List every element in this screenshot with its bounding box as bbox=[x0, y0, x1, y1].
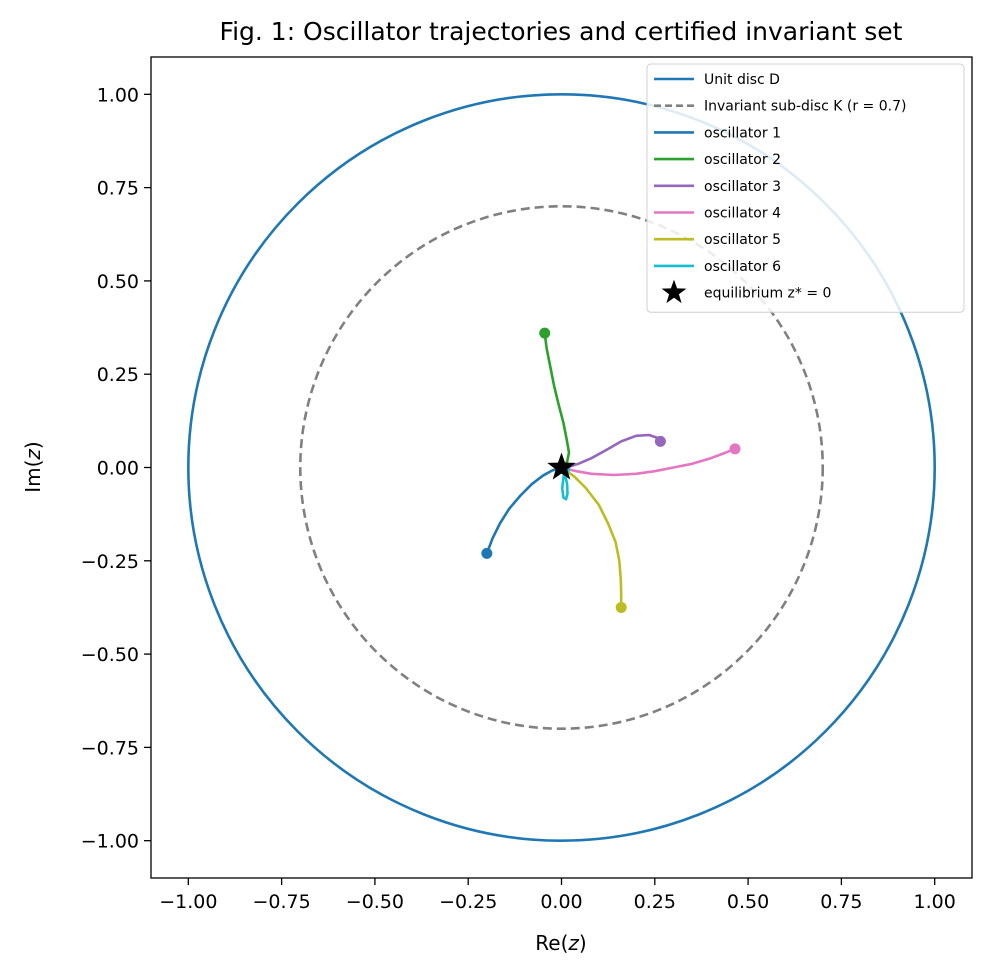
legend-unit-disc-item: Unit disc D bbox=[654, 72, 780, 88]
oscillator-1-start-point bbox=[481, 547, 493, 559]
y-axis-label: Im(z) bbox=[21, 441, 45, 493]
x-axis-label: Re(z) bbox=[535, 931, 586, 955]
oscillator-3-trajectory bbox=[560, 433, 662, 469]
x-tick-label: 0.50 bbox=[727, 891, 769, 913]
legend-oscillator-2-label: oscillator 2 bbox=[704, 152, 781, 168]
x-tick-label: 0.25 bbox=[634, 891, 676, 913]
oscillator-2-trajectory bbox=[543, 331, 571, 469]
legend-oscillator-4-item: oscillator 4 bbox=[654, 206, 781, 222]
legend-box bbox=[646, 63, 965, 313]
y-tick-label: 0.50 bbox=[97, 271, 139, 293]
unit-disc-circle bbox=[187, 93, 936, 842]
oscillator-1-trajectory bbox=[485, 466, 563, 555]
oscillator-2-start-point bbox=[539, 327, 551, 339]
y-tick-label: 0.75 bbox=[97, 178, 139, 200]
legend-invariant-subdisc-item: Invariant sub-disc K (r = 0.7) bbox=[654, 99, 906, 115]
oscillator-4-trajectory bbox=[560, 447, 737, 477]
legend-oscillator-3-label: oscillator 3 bbox=[704, 179, 781, 195]
oscillator-5-trajectory bbox=[560, 466, 623, 609]
equilibrium-star-marker bbox=[547, 452, 576, 480]
legend-oscillator-6-item: oscillator 6 bbox=[654, 259, 781, 275]
x-tick-label: −0.25 bbox=[439, 891, 497, 913]
plot-area bbox=[187, 93, 936, 842]
y-tick-label: −0.75 bbox=[81, 737, 139, 759]
legend-oscillator-6-label: oscillator 6 bbox=[704, 259, 781, 275]
chart-title: Fig. 1: Oscillator trajectories and cert… bbox=[220, 17, 903, 46]
y-tick-label: −1.00 bbox=[81, 831, 139, 853]
y-tick-label: −0.50 bbox=[81, 644, 139, 666]
x-tick-label: 0.75 bbox=[820, 891, 862, 913]
y-tick-label: 1.00 bbox=[97, 84, 139, 106]
legend-oscillator-1-item: oscillator 1 bbox=[654, 125, 781, 141]
legend-equilibrium-item: equilibrium z* = 0 bbox=[661, 279, 831, 304]
legend-oscillator-2-item: oscillator 2 bbox=[654, 152, 781, 168]
legend-unit-disc-label: Unit disc D bbox=[704, 72, 780, 88]
axis-ticks: −1.00 −0.75 −0.50 −0.25 0.00 0.25 0.50 0.75 1.00… bbox=[81, 84, 956, 913]
x-tick-label: −1.00 bbox=[159, 891, 217, 913]
y-tick-label: −0.25 bbox=[81, 551, 139, 573]
legend-oscillator-3-item: oscillator 3 bbox=[654, 179, 781, 195]
legend-oscillator-1-label: oscillator 1 bbox=[704, 125, 781, 141]
invariant-subdisc-circle bbox=[298, 204, 825, 731]
legend-equilibrium-label: equilibrium z* = 0 bbox=[704, 286, 831, 302]
x-tick-label: 0.00 bbox=[540, 891, 582, 913]
y-tick-label: 0.00 bbox=[97, 458, 139, 480]
x-tick-label: −0.50 bbox=[346, 891, 404, 913]
legend-oscillator-4-label: oscillator 4 bbox=[704, 206, 781, 222]
y-tick-label: 0.25 bbox=[97, 364, 139, 386]
legend-equilibrium-swatch bbox=[661, 279, 687, 304]
legend: Unit disc D Invariant sub-disc K (r = 0.7… bbox=[646, 63, 965, 313]
x-tick-label: −0.75 bbox=[252, 891, 310, 913]
oscillator-5-start-point bbox=[615, 601, 627, 613]
legend-oscillator-5-label: oscillator 5 bbox=[704, 232, 781, 248]
legend-invariant-subdisc-label: Invariant sub-disc K (r = 0.7) bbox=[704, 99, 906, 115]
legend-oscillator-5-item: oscillator 5 bbox=[654, 232, 781, 248]
oscillator-3-start-point bbox=[654, 435, 666, 447]
oscillator-4-start-point bbox=[729, 443, 741, 455]
x-tick-label: 1.00 bbox=[914, 891, 956, 913]
